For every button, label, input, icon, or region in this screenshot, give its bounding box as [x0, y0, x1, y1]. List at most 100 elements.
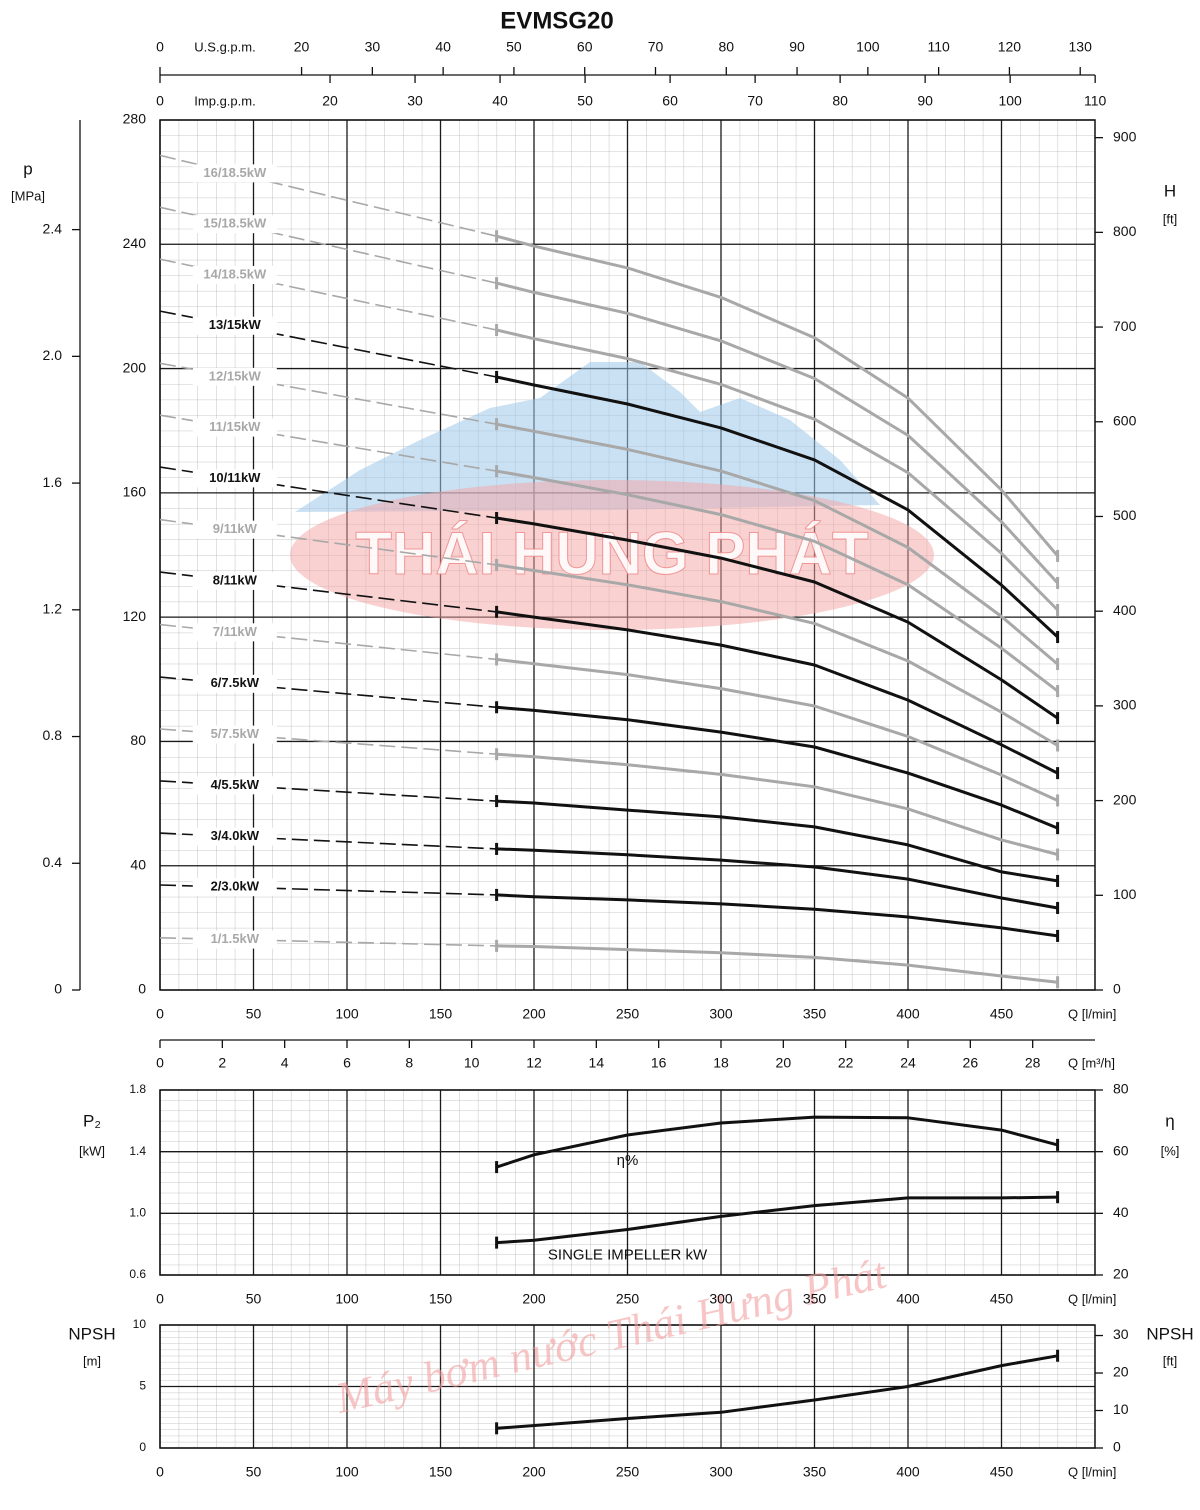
y2-tick-label: 200: [1113, 791, 1137, 807]
x-tick-label: 300: [709, 1464, 733, 1480]
y-tick-label: 0: [139, 1440, 146, 1454]
flow-tick-label: 30: [365, 39, 381, 55]
p-tick-label: 2.4: [43, 220, 63, 236]
series-label: 1/1.5kW: [211, 931, 260, 946]
p-tick-label: 1.2: [43, 601, 63, 617]
y-tick-label: 40: [130, 856, 146, 872]
y-axis-label: P₂: [83, 1111, 101, 1130]
flow-tick-label: 50: [506, 39, 522, 55]
series-label-bg: [192, 725, 277, 744]
curve: [496, 1115, 1058, 1169]
y-tick-label: 1.4: [129, 1144, 146, 1158]
flow-tick-label: 100: [998, 93, 1022, 109]
flow-tick-label: 40: [492, 93, 508, 109]
y-tick-label: 160: [123, 484, 147, 500]
flow-axis-label: Imp.g.p.m.: [194, 93, 255, 108]
flow-tick-label: 0: [156, 93, 164, 109]
m3h-tick-label: 8: [405, 1055, 413, 1071]
x-tick-label: 400: [896, 1291, 920, 1307]
x-tick-label: 200: [522, 1464, 546, 1480]
y2-tick-label: 20: [1113, 1364, 1129, 1380]
x-tick-label: 350: [803, 1464, 827, 1480]
p-tick-label: 0: [54, 981, 62, 997]
x-tick-label: 250: [616, 1006, 640, 1022]
x-tick-label: 150: [429, 1006, 453, 1022]
curve: [496, 705, 1059, 830]
m3h-tick-label: 12: [526, 1055, 542, 1071]
m3h-tick-label: 22: [838, 1055, 854, 1071]
y-tick-label: 0: [138, 981, 146, 997]
curve: [496, 1354, 1058, 1430]
m3h-tick-label: 24: [900, 1055, 916, 1071]
watermark: THÁI HUNG PHÁT: [355, 520, 868, 587]
y-tick-label: 240: [123, 235, 147, 251]
series-label: 12/15kW: [209, 368, 262, 383]
series-label-bg: [192, 469, 277, 488]
x-tick-label: 50: [246, 1006, 262, 1022]
m3h-tick-label: 26: [963, 1055, 979, 1071]
y-axis-label: NPSH: [68, 1324, 115, 1343]
flow-tick-label: 20: [322, 93, 338, 109]
series-label-bg: [192, 930, 277, 949]
x-tick-label: 450: [990, 1464, 1014, 1480]
m3h-axis-label: Q [m³/h]: [1068, 1055, 1115, 1070]
p-tick-label: 0.8: [43, 727, 63, 743]
y2-tick-label: 40: [1113, 1204, 1129, 1220]
flow-tick-label: 70: [747, 93, 763, 109]
x-axis-label: Q [l/min]: [1068, 1291, 1116, 1306]
curve: [496, 752, 1058, 856]
x-tick-label: 0: [156, 1464, 164, 1480]
x-axis-label: Q [l/min]: [1068, 1006, 1116, 1021]
m3h-tick-label: 20: [776, 1055, 792, 1071]
flow-tick-label: 90: [917, 93, 933, 109]
chart-title: EVMSG20: [500, 7, 613, 34]
series-label-bg: [192, 878, 277, 897]
y-axis-unit: [kW]: [79, 1143, 105, 1158]
series-label-bg: [192, 520, 277, 539]
x-tick-label: 250: [616, 1464, 640, 1480]
p-axis-label: p: [23, 159, 32, 178]
y-tick-label: 200: [123, 359, 147, 375]
flow-tick-label: 0: [156, 39, 164, 55]
series-label: 15/18.5kW: [203, 216, 267, 231]
series-label-bg: [192, 674, 277, 693]
y2-axis-label: H: [1164, 181, 1176, 200]
x-tick-label: 350: [803, 1291, 827, 1307]
y2-tick-label: 60: [1113, 1142, 1129, 1158]
curve: [496, 234, 1059, 557]
plot-frame: [159, 119, 1096, 991]
plot-frame: [159, 1089, 1096, 1276]
x-axis-label: Q [l/min]: [1068, 1464, 1116, 1479]
series-label: 16/18.5kW: [203, 165, 267, 180]
x-tick-label: 100: [335, 1006, 359, 1022]
x-tick-label: 150: [429, 1464, 453, 1480]
flow-tick-label: 20: [294, 39, 310, 55]
flow-tick-label: 120: [998, 39, 1022, 55]
curve: [496, 847, 1058, 910]
y-axis-unit: [m]: [83, 1353, 101, 1368]
series-label-bg: [192, 827, 277, 846]
curve: [496, 799, 1058, 883]
x-tick-label: 200: [522, 1006, 546, 1022]
y2-axis-label: NPSH: [1146, 1324, 1193, 1343]
series-label: 8/11kW: [213, 572, 258, 587]
y2-tick-label: 100: [1113, 886, 1137, 902]
m3h-tick-label: 14: [589, 1055, 605, 1071]
y-tick-label: 0.6: [129, 1267, 146, 1281]
flow-tick-label: 70: [648, 39, 664, 55]
x-tick-label: 50: [246, 1291, 262, 1307]
y2-tick-label: 800: [1113, 223, 1137, 239]
y2-tick-label: 500: [1113, 507, 1137, 523]
series-label: 14/18.5kW: [203, 266, 267, 281]
series-label: 13/15kW: [209, 317, 262, 332]
flow-tick-label: 80: [718, 39, 734, 55]
y-tick-label: 5: [139, 1379, 146, 1393]
y-tick-label: 280: [123, 111, 147, 127]
series-label: 3/4.0kW: [211, 828, 260, 843]
y-tick-label: 1.8: [129, 1082, 146, 1096]
m3h-tick-label: 0: [156, 1055, 164, 1071]
x-tick-label: 300: [709, 1291, 733, 1307]
flow-tick-label: 40: [435, 39, 451, 55]
flow-tick-label: 80: [832, 93, 848, 109]
flow-axis-label: U.S.g.p.m.: [194, 39, 255, 54]
